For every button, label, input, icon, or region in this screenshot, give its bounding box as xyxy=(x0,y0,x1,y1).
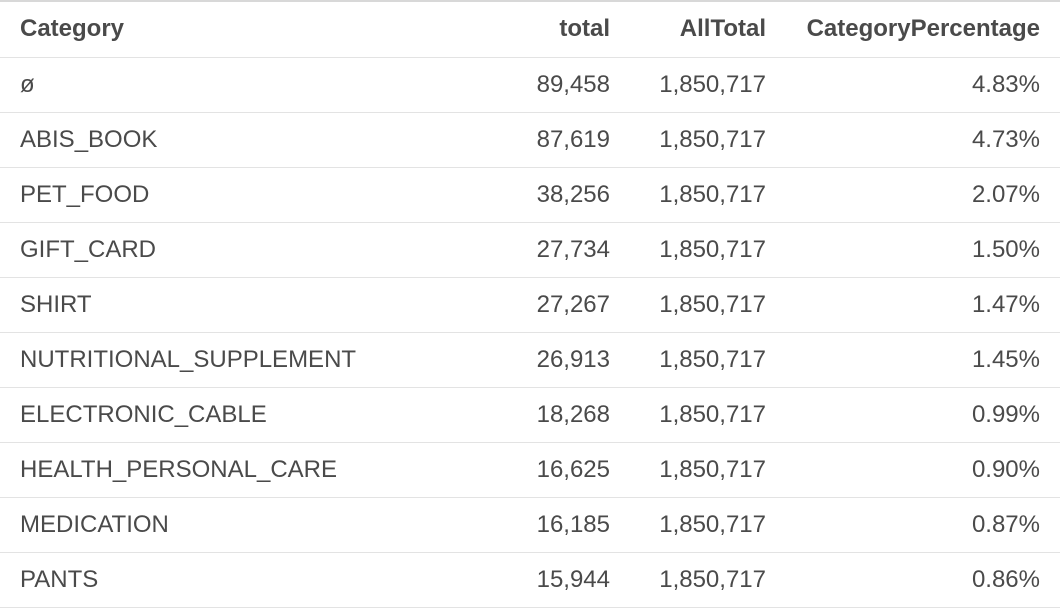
cell-category: ELECTRONIC_CABLE xyxy=(0,387,440,443)
cell-category-percentage: 2.07% xyxy=(772,167,1060,223)
cell-category-percentage: 0.99% xyxy=(772,387,1060,443)
cell-category: ø xyxy=(0,57,440,113)
table-row: PANTS 15,944 1,850,717 0.86% xyxy=(0,552,1060,608)
table-row: ABIS_BOOK 87,619 1,850,717 4.73% xyxy=(0,112,1060,168)
column-header-category[interactable]: Category xyxy=(0,2,440,58)
cell-all-total: 1,850,717 xyxy=(618,332,772,388)
cell-category: HEALTH_PERSONAL_CARE xyxy=(0,442,440,498)
cell-category: MEDICATION xyxy=(0,497,440,553)
cell-category-percentage: 4.83% xyxy=(772,57,1060,113)
cell-category: GIFT_CARD xyxy=(0,222,440,278)
cell-all-total: 1,850,717 xyxy=(618,387,772,443)
cell-total: 87,619 xyxy=(440,112,618,168)
cell-category: NUTRITIONAL_SUPPLEMENT xyxy=(0,332,440,388)
column-header-total[interactable]: total xyxy=(440,2,618,58)
cell-total: 16,625 xyxy=(440,442,618,498)
cell-all-total: 1,850,717 xyxy=(618,112,772,168)
column-header-all-total[interactable]: AllTotal xyxy=(618,2,772,58)
table-row: SHIRT 27,267 1,850,717 1.47% xyxy=(0,277,1060,333)
table-row: ø 89,458 1,850,717 4.83% xyxy=(0,57,1060,113)
cell-category-percentage: 0.90% xyxy=(772,442,1060,498)
cell-total: 27,267 xyxy=(440,277,618,333)
cell-category: PANTS xyxy=(0,552,440,608)
cell-category-percentage: 1.50% xyxy=(772,222,1060,278)
table-header-row: Category total AllTotal CategoryPercenta… xyxy=(0,2,1060,58)
cell-category-percentage: 1.47% xyxy=(772,277,1060,333)
cell-category: PET_FOOD xyxy=(0,167,440,223)
table-row: HEALTH_PERSONAL_CARE 16,625 1,850,717 0.… xyxy=(0,442,1060,498)
cell-all-total: 1,850,717 xyxy=(618,222,772,278)
table-row: ELECTRONIC_CABLE 18,268 1,850,717 0.99% xyxy=(0,387,1060,443)
cell-all-total: 1,850,717 xyxy=(618,57,772,113)
cell-all-total: 1,850,717 xyxy=(618,552,772,608)
column-header-category-percentage[interactable]: CategoryPercentage xyxy=(772,2,1060,58)
cell-total: 38,256 xyxy=(440,167,618,223)
cell-total: 15,944 xyxy=(440,552,618,608)
cell-category: ABIS_BOOK xyxy=(0,112,440,168)
cell-all-total: 1,850,717 xyxy=(618,277,772,333)
table-row: PET_FOOD 38,256 1,850,717 2.07% xyxy=(0,167,1060,223)
cell-total: 89,458 xyxy=(440,57,618,113)
cell-category-percentage: 4.73% xyxy=(772,112,1060,168)
cell-total: 18,268 xyxy=(440,387,618,443)
cell-all-total: 1,850,717 xyxy=(618,167,772,223)
cell-category-percentage: 0.86% xyxy=(772,552,1060,608)
cell-category: SHIRT xyxy=(0,277,440,333)
cell-total: 27,734 xyxy=(440,222,618,278)
cell-all-total: 1,850,717 xyxy=(618,442,772,498)
table-row: GIFT_CARD 27,734 1,850,717 1.50% xyxy=(0,222,1060,278)
cell-category-percentage: 1.45% xyxy=(772,332,1060,388)
cell-category-percentage: 0.87% xyxy=(772,497,1060,553)
cell-all-total: 1,850,717 xyxy=(618,497,772,553)
cell-total: 16,185 xyxy=(440,497,618,553)
cell-total: 26,913 xyxy=(440,332,618,388)
table-row: NUTRITIONAL_SUPPLEMENT 26,913 1,850,717 … xyxy=(0,332,1060,388)
table-row: MEDICATION 16,185 1,850,717 0.87% xyxy=(0,497,1060,553)
